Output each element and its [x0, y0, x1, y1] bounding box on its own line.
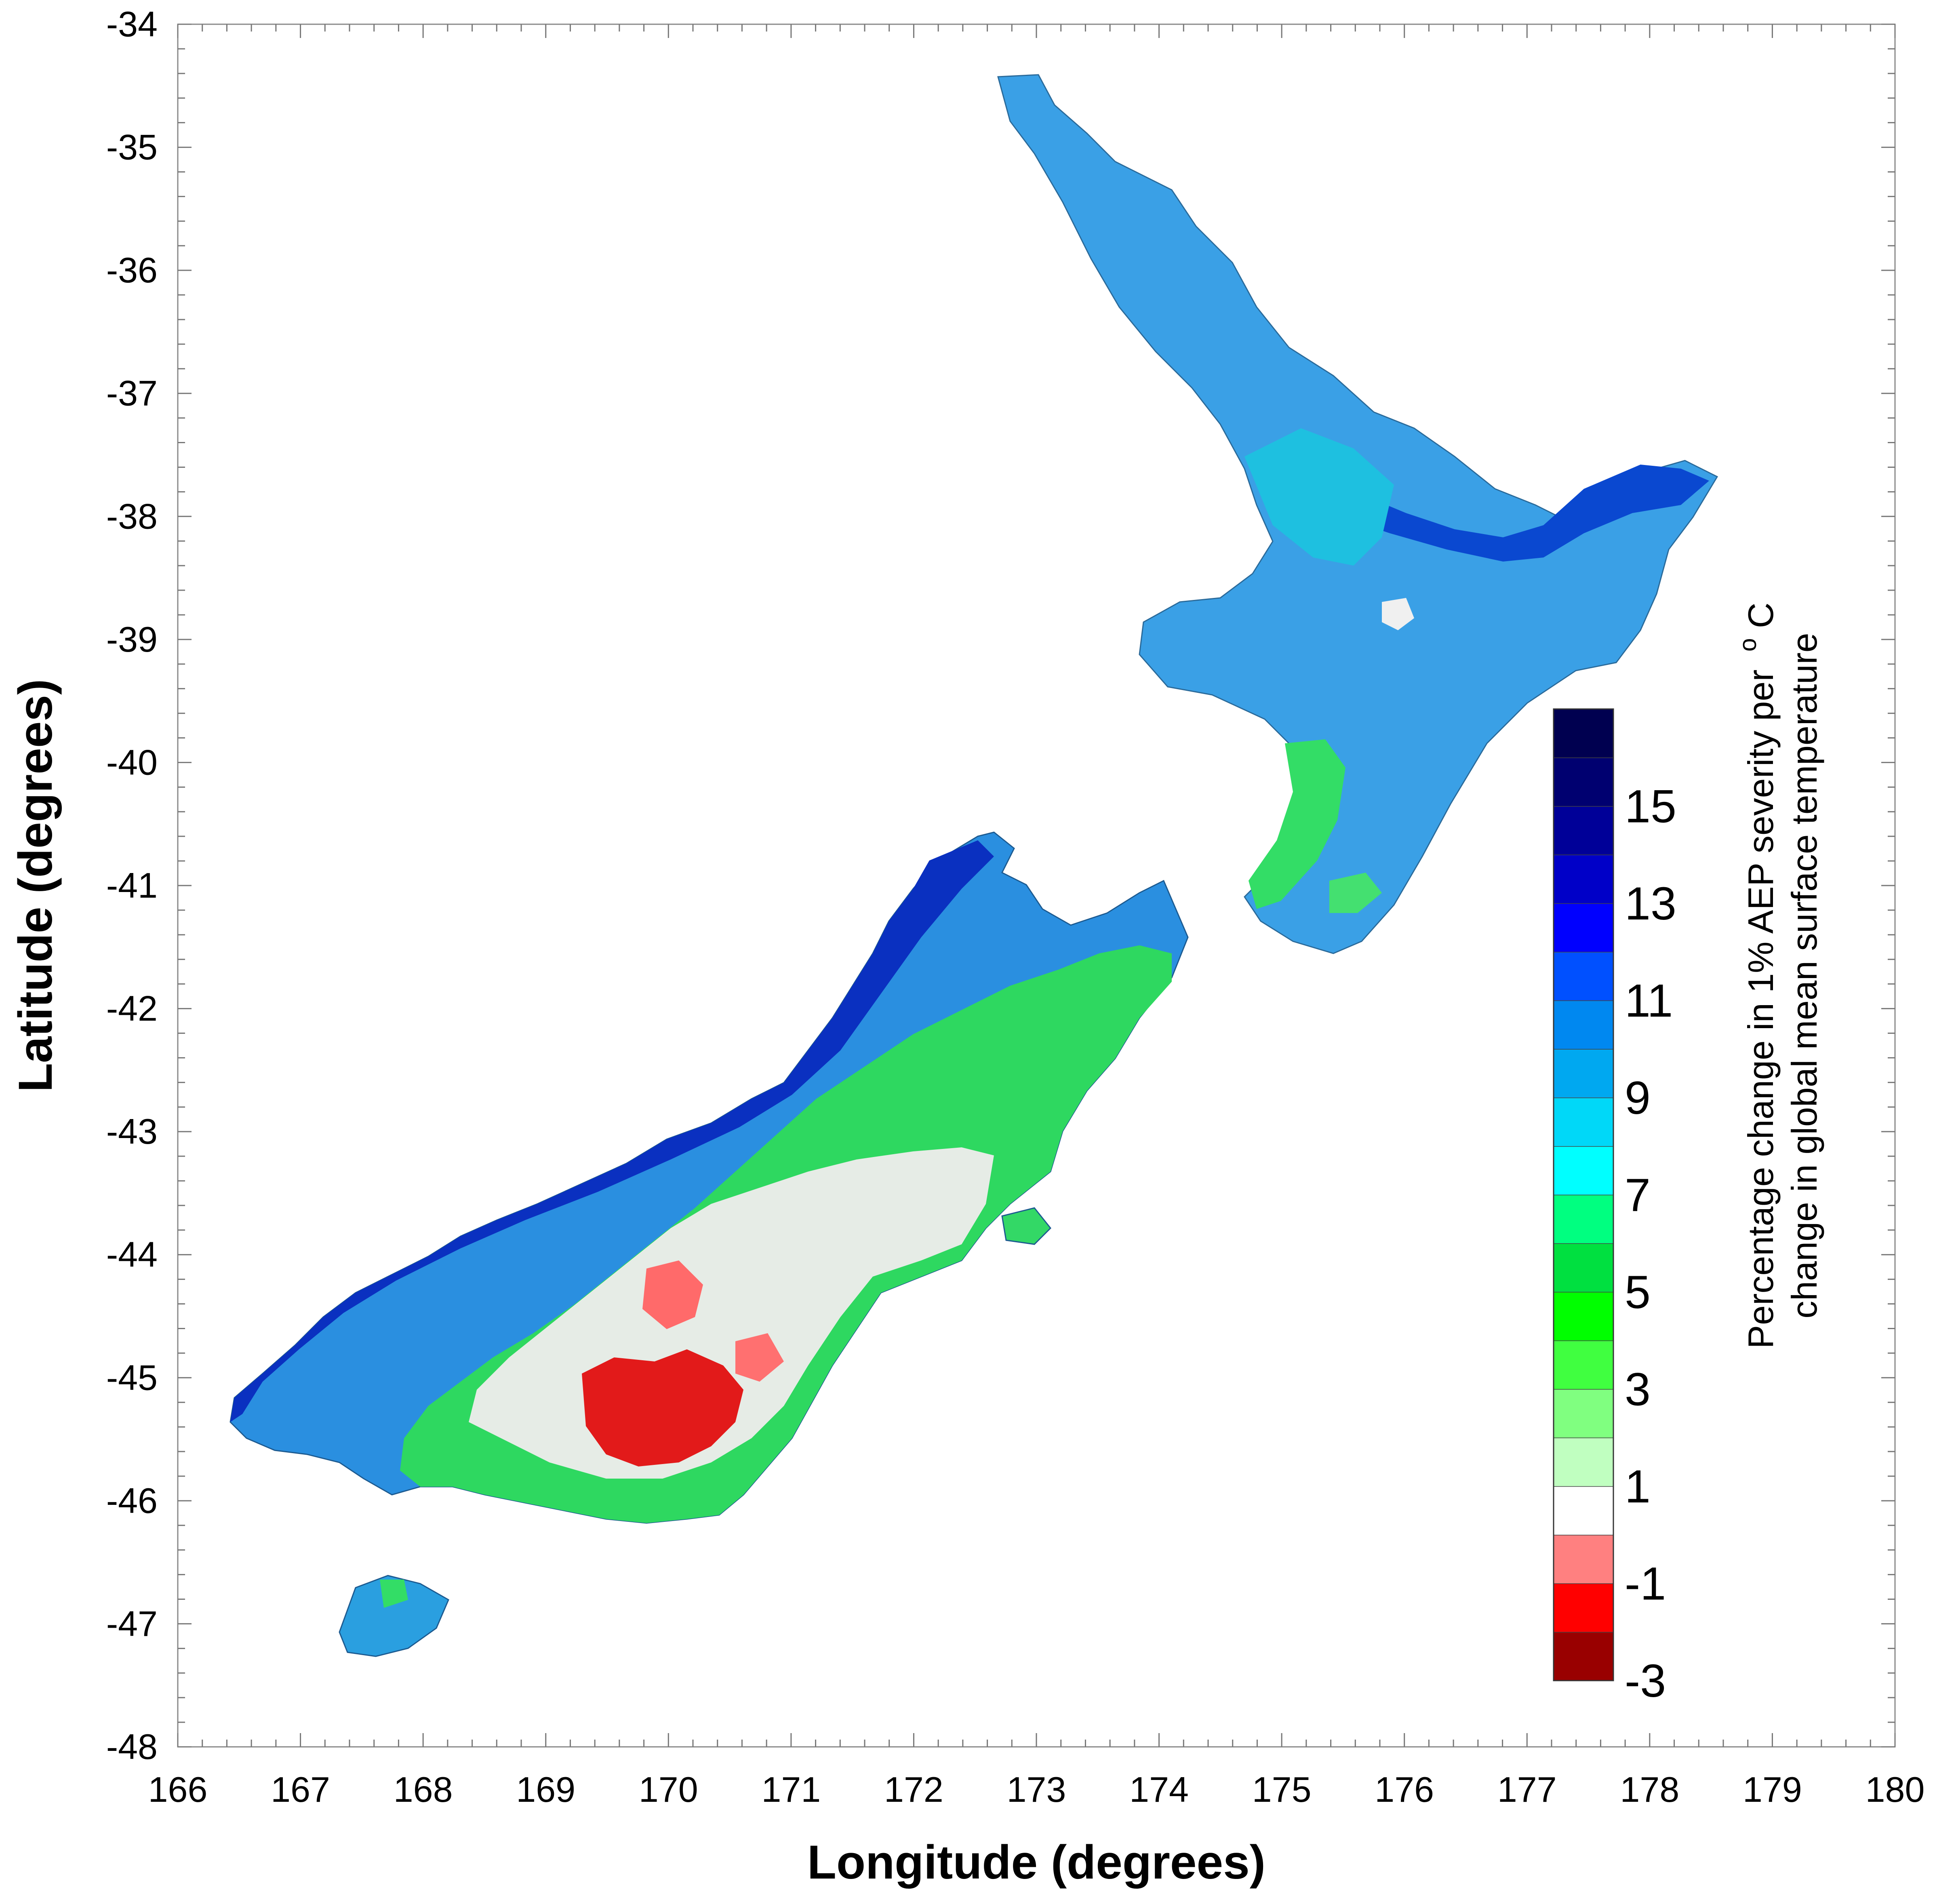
colorbar-segment — [1553, 1194, 1614, 1244]
x-axis-title: Longitude (degrees) — [807, 1836, 1265, 1889]
x-tick-label: 170 — [639, 1769, 698, 1809]
south-island-red-region-3 — [735, 1333, 784, 1382]
south-island-red-region-2 — [642, 1260, 703, 1329]
x-tick-label: 179 — [1743, 1769, 1802, 1809]
colorbar-label: 13 — [1625, 878, 1676, 930]
colorbar-segment — [1553, 1146, 1614, 1195]
x-tick-label: 172 — [884, 1769, 943, 1809]
colorbar-label: 3 — [1625, 1364, 1651, 1416]
wairarapa-green — [1329, 873, 1382, 913]
y-tick-label: -44 — [106, 1235, 158, 1275]
colorbar-segment — [1553, 951, 1614, 1001]
y-tick-label: -42 — [106, 989, 158, 1029]
colorbar-title-unit: C — [1741, 602, 1781, 628]
south-island-west-band — [230, 840, 994, 1422]
colorbar-label: 11 — [1625, 975, 1673, 1027]
y-tick-label: -43 — [106, 1111, 158, 1151]
colorbar-segment — [1553, 1632, 1614, 1681]
colorbar-title: Percentage change in 1% AEP severity per… — [1724, 602, 1824, 1349]
north-island-east-band — [1301, 465, 1709, 562]
land-masses — [230, 74, 1718, 1657]
x-tick-label: 176 — [1375, 1769, 1434, 1809]
y-tick-label: -34 — [106, 4, 158, 44]
colorbar-label: 7 — [1625, 1170, 1651, 1221]
x-tick-label: 168 — [394, 1769, 453, 1809]
colorbar-segment — [1553, 1583, 1614, 1633]
colorbar-title-line2: change in global mean surface temperatur… — [1784, 633, 1824, 1318]
x-tick-label: 169 — [516, 1769, 575, 1809]
colorbar-frame — [1553, 708, 1614, 1681]
colorbar-title-degree: o — [1734, 638, 1761, 651]
x-tick-label: 175 — [1252, 1769, 1312, 1809]
x-tick-label: 171 — [761, 1769, 821, 1809]
x-tick-label: 166 — [148, 1769, 208, 1809]
colorbar-label: -1 — [1625, 1558, 1666, 1610]
y-tick-label: -39 — [106, 619, 158, 659]
y-tick-label: -45 — [106, 1357, 158, 1397]
x-tick-label: 173 — [1007, 1769, 1066, 1809]
colorbar-label: 15 — [1625, 781, 1676, 833]
colorbar-segment — [1553, 709, 1614, 758]
colorbar-segment — [1553, 903, 1614, 953]
colorbar-label: 5 — [1625, 1267, 1651, 1318]
colorbar-segment — [1553, 1000, 1614, 1050]
colorbar-segment — [1553, 757, 1614, 807]
banks-peninsula — [1001, 1207, 1052, 1245]
colorbar-segment — [1553, 1340, 1614, 1390]
y-tick-label: -37 — [106, 373, 158, 413]
y-tick-label: -47 — [106, 1603, 158, 1643]
y-axis-title: Latitude (degrees) — [9, 679, 62, 1092]
y-tick-label: -36 — [106, 250, 158, 290]
colorbar-title-line1: Percentage change in 1% AEP severity per — [1741, 669, 1781, 1349]
north-island-green-region — [1249, 739, 1345, 909]
colorbar-label: 1 — [1625, 1461, 1651, 1513]
x-tick-label: 174 — [1129, 1769, 1189, 1809]
colorbar-segment — [1553, 806, 1614, 855]
svg-text:Percentage change in 1% AEP se: Percentage change in 1% AEP severity per… — [1724, 602, 1781, 1349]
south-island-red-region — [582, 1349, 743, 1466]
colorbar-segment — [1553, 1437, 1614, 1487]
plot-axes: 166 167 168 169 170 171 172 173 174 175 176 177 178 1… — [106, 4, 1925, 1809]
x-tick-label: 178 — [1620, 1769, 1679, 1809]
colorbar-segment — [1553, 1049, 1614, 1098]
colorbar-segment — [1553, 1389, 1614, 1438]
colorbar-label: 9 — [1625, 1072, 1651, 1124]
x-tick-label: 177 — [1497, 1769, 1557, 1809]
y-tick-label: -48 — [106, 1727, 158, 1767]
y-tick-label: -40 — [106, 742, 158, 782]
y-tick-label: -35 — [106, 127, 158, 167]
colorbar-segment — [1553, 1534, 1614, 1584]
stewart-island-green — [380, 1580, 408, 1608]
colorbar-segment — [1553, 854, 1614, 904]
y-tick-label: -46 — [106, 1481, 158, 1521]
colorbar-segment — [1553, 1292, 1614, 1341]
x-tick-label: 167 — [271, 1769, 330, 1809]
colorbar-label: -3 — [1625, 1655, 1666, 1707]
north-island-cyan-region — [1244, 428, 1394, 566]
lake-taupo — [1382, 598, 1414, 630]
y-tick-label: -41 — [106, 865, 158, 905]
x-tick-label: 180 — [1866, 1769, 1925, 1809]
colorbar-segment — [1553, 1243, 1614, 1293]
y-tick-label: -38 — [106, 496, 158, 536]
colorbar-segment — [1553, 1097, 1614, 1147]
colorbar-segment — [1553, 1486, 1614, 1536]
